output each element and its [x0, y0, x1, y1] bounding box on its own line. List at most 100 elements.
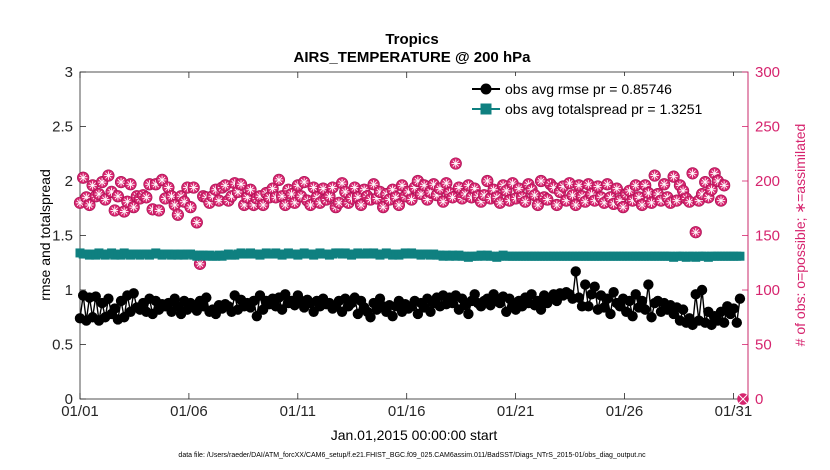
rmse-point — [589, 281, 600, 292]
y-tick-label: 2.5 — [52, 119, 73, 136]
rmse-point — [90, 291, 101, 302]
chart-subtitle: AIRS_TEMPERATURE @ 200 hPa — [294, 49, 532, 66]
x-tick-label: 01/16 — [388, 403, 426, 420]
y-tick-label: 2 — [65, 173, 73, 190]
obs-count-point — [446, 191, 459, 204]
plot-border — [79, 71, 749, 400]
obs-count-point — [481, 174, 494, 188]
rmse-point — [677, 304, 689, 315]
y-right-tick-label: 0 — [755, 391, 763, 408]
rmse-point — [718, 317, 730, 328]
y-axis-left: 0 0.5 1 1.5 2 2.5 3 — [52, 64, 86, 408]
totalspread-point — [735, 251, 745, 261]
legend-spread-label: obs avg totalspread pr = 1.3251 — [505, 101, 703, 117]
rmse-point — [365, 312, 376, 323]
rmse-point — [630, 289, 641, 300]
y-right-tick-label: 100 — [755, 282, 780, 299]
obs-count-point — [648, 169, 661, 182]
rmse-point — [201, 292, 212, 303]
y-tick-label: 3 — [65, 64, 73, 81]
rmse-point — [624, 295, 635, 307]
rmse-point — [387, 310, 398, 322]
rmse-point — [103, 293, 114, 304]
x-tick-label: 01/31 — [715, 403, 753, 420]
rmse-point — [728, 303, 739, 314]
x-tick-label: 01/01 — [61, 403, 99, 420]
y-right-tick-label: 250 — [755, 119, 780, 136]
legend-box — [468, 76, 742, 121]
legend-rmse-marker — [480, 83, 492, 95]
obs-count-point — [111, 190, 124, 203]
obs-count-point — [686, 167, 699, 180]
rmse-point — [643, 279, 654, 290]
x-axis: 01/01 01/06 01/11 01/16 01/21 01/26 01/31 — [61, 72, 752, 420]
rmse-point — [731, 317, 742, 328]
series-obs-count — [73, 157, 749, 405]
chart-title: Tropics — [385, 31, 438, 48]
obs-count-point — [528, 189, 541, 202]
obs-count-point — [642, 186, 655, 200]
obs-possible-zero-point — [737, 393, 749, 405]
rmse-point — [580, 279, 591, 290]
obs-count-point — [617, 201, 630, 214]
obs-count-point — [184, 201, 197, 214]
obs-count-point — [658, 178, 671, 191]
obs-count-point — [689, 226, 702, 239]
rmse-point — [646, 312, 657, 323]
obs-count-point — [354, 198, 368, 212]
obs-count-point — [219, 179, 232, 192]
plot-area — [79, 71, 749, 400]
rmse-point — [276, 304, 288, 315]
rmse-point — [251, 310, 263, 322]
obs-count-point — [534, 174, 548, 188]
obs-count-point — [645, 196, 658, 209]
obs-count-point — [563, 177, 576, 190]
obs-count-point — [601, 178, 614, 191]
rmse-point — [109, 303, 120, 314]
obs-count-point — [212, 194, 226, 207]
rmse-point — [128, 288, 139, 299]
rmse-point — [526, 289, 537, 300]
y-right-tick-label: 300 — [755, 64, 780, 81]
y-tick-label: 0 — [65, 391, 73, 408]
rmse-point — [573, 292, 585, 303]
rmse-point — [352, 308, 364, 320]
rmse-point — [636, 295, 648, 307]
rmse-point — [280, 289, 291, 300]
y-axis-right-label: # of obs: o=possible; ∗=assimilated — [792, 124, 808, 347]
rmse-point — [425, 306, 436, 317]
y-tick-label: 1 — [65, 282, 73, 299]
series-rmse — [74, 266, 746, 331]
obs-count-point — [298, 175, 311, 189]
obs-count-point — [114, 175, 128, 189]
obs-count-point — [667, 170, 680, 183]
y-right-tick-label: 150 — [755, 228, 780, 245]
obs-count-point — [493, 196, 507, 209]
y-right-tick-label: 50 — [755, 337, 772, 354]
x-axis-label: Jan.01,2015 00:00:00 start — [331, 427, 498, 443]
obs-count-point — [405, 193, 418, 206]
obs-count-point — [244, 183, 257, 196]
obs-count-point — [77, 171, 90, 184]
footer-data-file: data file: /Users/raeder/DAI/ATM_forcXX/… — [178, 452, 646, 459]
obs-count-point — [541, 193, 554, 206]
obs-count-point — [437, 195, 450, 208]
obs-count-point — [449, 157, 462, 170]
obs-count-point — [140, 191, 153, 204]
obs-count-point — [279, 198, 292, 212]
legend: obs avg rmse pr = 0.85746 obs avg totals… — [468, 76, 742, 121]
x-tick-label: 01/26 — [606, 403, 644, 420]
rmse-point — [734, 293, 746, 304]
rmse-point — [583, 301, 594, 312]
obs-count-point — [326, 181, 339, 194]
rmse-point — [463, 308, 474, 320]
rmse-point — [605, 308, 616, 320]
legend-rmse-label: obs avg rmse pr = 0.85746 — [505, 81, 672, 97]
obs-count-point — [705, 183, 718, 196]
rmse-point — [570, 266, 581, 277]
obs-count-point — [193, 257, 207, 270]
y-tick-label: 1.5 — [52, 228, 73, 245]
obs-count-point — [664, 196, 677, 209]
rmse-point — [608, 286, 619, 298]
obs-count-point — [718, 179, 731, 192]
